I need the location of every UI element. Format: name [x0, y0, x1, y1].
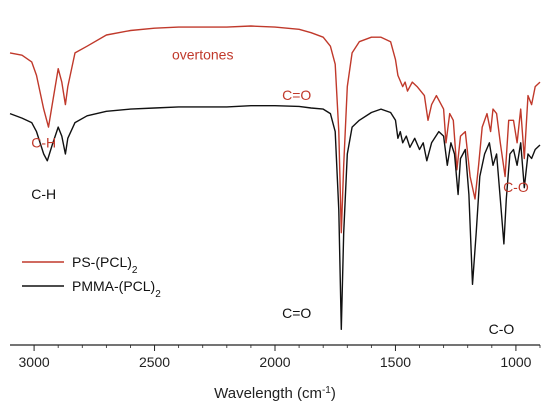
x-tick-label: 3000: [19, 354, 50, 370]
x-tick-label: 1000: [500, 354, 531, 370]
peak-annotation: C-H: [31, 134, 56, 150]
series-line-1: [9, 105, 541, 330]
x-axis-title: Wavelength (cm-1): [214, 385, 336, 403]
legend-label-0: PS-(PCL)2: [72, 254, 138, 276]
peak-annotation: C-O: [489, 321, 515, 337]
peak-annotation: overtones: [172, 47, 233, 63]
x-tick-label: 2500: [139, 354, 170, 370]
peak-annotation: C=O: [282, 305, 311, 321]
x-axis-unit-exponent: -1: [322, 385, 331, 396]
series-line-0: [9, 25, 541, 234]
x-tick-label: 2000: [259, 354, 290, 370]
peak-annotation: C-O: [503, 179, 529, 195]
x-axis-title-main: Wavelength: [214, 385, 293, 402]
peak-annotation: C-H: [31, 186, 56, 202]
x-tick-label: 1500: [380, 354, 411, 370]
x-axis-unit-base: cm: [302, 385, 322, 402]
legend-label-1: PMMA-(PCL)2: [72, 278, 161, 300]
peak-annotation: C=O: [282, 87, 311, 103]
